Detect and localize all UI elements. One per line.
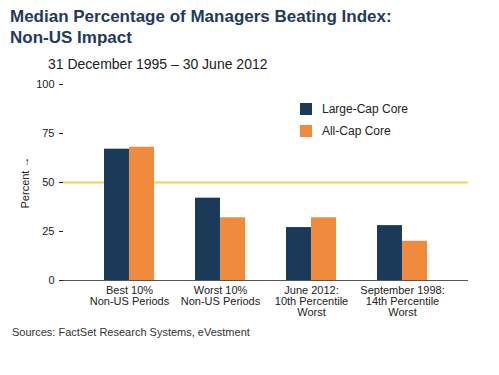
svg-text:50: 50: [42, 176, 54, 188]
svg-text:25: 25: [42, 225, 54, 237]
svg-text:June 2012:10th PercentileWorst: June 2012:10th PercentileWorst: [275, 284, 348, 318]
html-text:Median Percentage of Managers: Median Percentage of Managers Beating In…: [10, 7, 392, 47]
html-text:Sources: FactSet Research Syst: Sources: FactSet Research Systems, eVest…: [12, 326, 250, 338]
html-text:All-Cap Core: All-Cap Core: [322, 124, 391, 138]
svg-text:Best 10%Non-US Periods: Best 10%Non-US Periods: [90, 284, 170, 307]
svg-text:Worst 10%Non-US Periods: Worst 10%Non-US Periods: [181, 284, 261, 307]
svg-text:0: 0: [48, 274, 54, 286]
html-text:Large-Cap Core: Large-Cap Core: [322, 102, 408, 116]
svg-text:Percent →: Percent →: [19, 157, 31, 209]
html-text:31 December 1995 – 30 June 201: 31 December 1995 – 30 June 2012: [48, 56, 268, 72]
svg-text:September 1998:14th Percentile: September 1998:14th PercentileWorst: [360, 284, 444, 318]
svg-text:100: 100: [36, 78, 54, 90]
svg-text:75: 75: [42, 127, 54, 139]
